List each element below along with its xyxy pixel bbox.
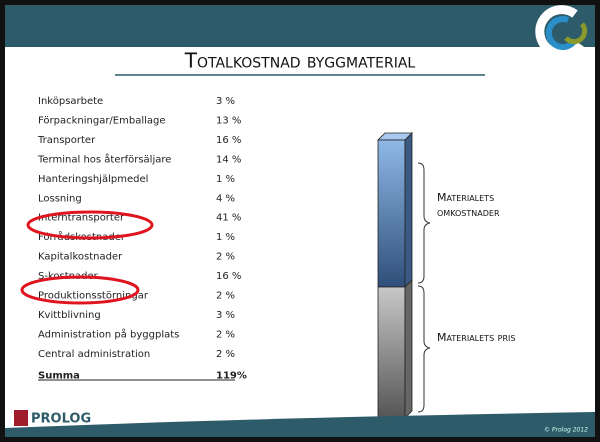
- row-value: 3 %: [216, 310, 235, 321]
- row-value: 2 %: [216, 349, 235, 360]
- row-value: 16 %: [216, 271, 241, 282]
- logo-mark: [535, 5, 588, 59]
- row-label: Produktionsstörningar: [38, 291, 149, 302]
- row-label: Interntransporter: [38, 213, 125, 224]
- row-label: Transporter: [37, 135, 96, 146]
- row-value: 16 %: [216, 135, 241, 146]
- total-value: 119%: [216, 370, 247, 381]
- slide-title: Totalkostnad byggmaterial: [184, 49, 416, 73]
- row-label: Förpackningar/Emballage: [38, 115, 166, 126]
- footer-text: © Prolog 2012: [544, 427, 588, 434]
- row-value: 2 %: [216, 252, 235, 263]
- row-value: 2 %: [216, 291, 235, 302]
- logo-text: PROLOG: [31, 412, 91, 427]
- row-label: Central administration: [38, 349, 150, 360]
- row-value: 4 %: [216, 193, 235, 204]
- row-value: 13 %: [216, 115, 241, 126]
- row-value: 14 %: [216, 154, 241, 165]
- row-label: Inköpsarbete: [38, 96, 103, 107]
- footer-band: [5, 412, 595, 437]
- bar-label: omkostnader: [437, 206, 500, 219]
- bar-label: Materialets: [437, 191, 494, 204]
- brace: [417, 285, 431, 413]
- row-value: 1 %: [216, 174, 235, 185]
- row-value: 1 %: [216, 232, 235, 243]
- row-label: Kapitalkostnader: [38, 252, 123, 263]
- row-value: 41 %: [216, 213, 241, 224]
- logo-icon: [14, 410, 28, 426]
- bar-label: Materialets pris: [437, 331, 515, 344]
- total-label: Summa: [38, 370, 80, 381]
- row-label: Kvittblivning: [38, 310, 101, 321]
- row-label: Hanteringshjälpmedel: [38, 174, 148, 185]
- row-value: 2 %: [216, 329, 235, 340]
- row-value: 3 %: [216, 96, 235, 107]
- highlight-ellipse: [26, 210, 154, 240]
- row-label: Lossning: [38, 193, 82, 204]
- brace: [417, 162, 431, 284]
- page: [5, 5, 595, 437]
- row-label: Terminal hos återförsäljare: [37, 152, 171, 165]
- highlight-ellipse: [20, 275, 140, 305]
- header-band: [5, 5, 595, 47]
- row-label: Administration på byggplats: [38, 327, 179, 340]
- stacked-bar: [377, 132, 413, 419]
